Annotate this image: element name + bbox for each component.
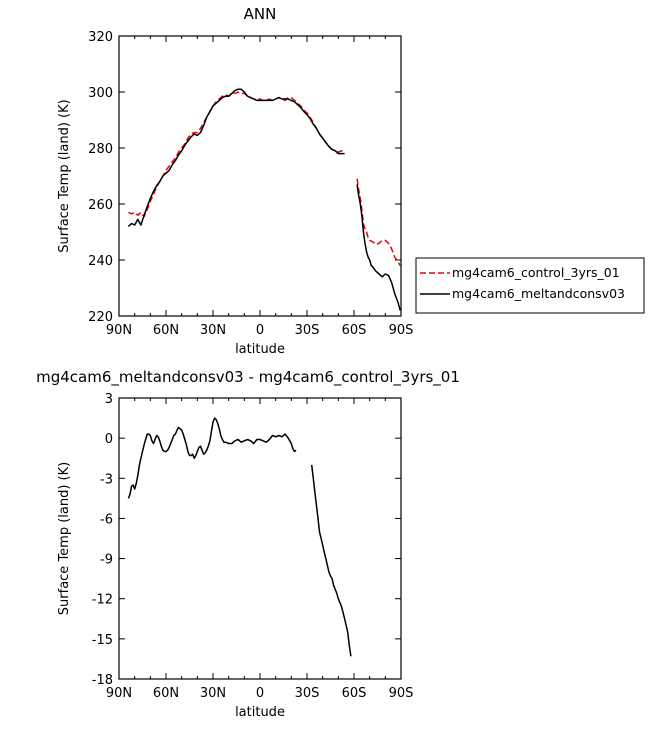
bottom-x-tick-label: 0 xyxy=(256,686,264,701)
bottom-y-tick-label: -9 xyxy=(100,553,113,568)
legend-entry-label: mg4cam6_meltandconsv03 xyxy=(452,286,625,301)
top-y-tick-label: 320 xyxy=(88,30,113,45)
bottom-y-axis-label: Surface Temp (land) (K) xyxy=(57,462,72,615)
top-series-line-1 xyxy=(127,88,345,227)
bottom-y-tick-label: -3 xyxy=(100,472,113,487)
bottom-x-tick-label: 30S xyxy=(295,686,320,701)
top-y-axis-label: Surface Temp (land) (K) xyxy=(57,99,72,252)
top-x-tick-label: 30N xyxy=(200,323,226,338)
top-x-tick-label: 60S xyxy=(342,323,367,338)
legend-entry-label: mg4cam6_control_3yrs_01 xyxy=(452,265,620,280)
bottom-x-axis-label: latitude xyxy=(235,705,285,720)
top-series-line-0 xyxy=(356,178,401,266)
top-x-tick-label: 0 xyxy=(256,323,264,338)
bottom-y-tick-label: -12 xyxy=(92,593,113,608)
top-y-tick-label: 260 xyxy=(88,198,113,213)
top-plot-frame xyxy=(118,35,402,317)
bottom-x-tick-label: 90S xyxy=(389,686,414,701)
bottom-y-tick-label: -18 xyxy=(92,673,113,688)
bottom-y-tick-label: -6 xyxy=(100,512,113,527)
bottom-y-tick-label: -15 xyxy=(92,633,113,648)
legend-box xyxy=(415,257,645,314)
top-y-tick-label: 280 xyxy=(88,142,113,157)
bottom-series-line-0 xyxy=(127,417,297,499)
top-x-tick-label: 30S xyxy=(295,323,320,338)
top-chart-title: ANN xyxy=(244,5,277,23)
bottom-y-tick-label: 3 xyxy=(105,392,113,407)
top-chart: 90N 60N 30N 0 30S 60S 90S 220 240 260 280 300 320 lat… xyxy=(57,30,413,357)
bottom-chart-title: mg4cam6_meltandconsv03 - mg4cam6_control… xyxy=(36,368,460,387)
bottom-chart: 90N 60N 30N 0 30S 60S 90S -18 -15 -12 -9 -6 -3 0 3 lati… xyxy=(57,392,413,720)
legend: mg4cam6_control_3yrs_01 mg4cam6_meltandco… xyxy=(415,257,645,314)
bottom-series-line-0 xyxy=(310,464,352,657)
bottom-x-tick-label: 30N xyxy=(200,686,226,701)
top-x-tick-label: 60N xyxy=(153,323,179,338)
top-y-tick-label: 300 xyxy=(88,86,113,101)
top-x-axis-label: latitude xyxy=(235,342,285,357)
top-series-line-0 xyxy=(128,91,345,218)
top-x-tick-label: 90S xyxy=(389,323,414,338)
top-y-tick-label: 220 xyxy=(88,310,113,325)
bottom-x-tick-label: 90N xyxy=(106,686,132,701)
top-series-line-1 xyxy=(356,184,401,311)
top-x-tick-label: 90N xyxy=(106,323,132,338)
bottom-x-tick-label: 60S xyxy=(342,686,367,701)
top-y-tick-label: 240 xyxy=(88,254,113,269)
bottom-x-tick-label: 60N xyxy=(153,686,179,701)
bottom-y-tick-label: 0 xyxy=(105,432,113,447)
